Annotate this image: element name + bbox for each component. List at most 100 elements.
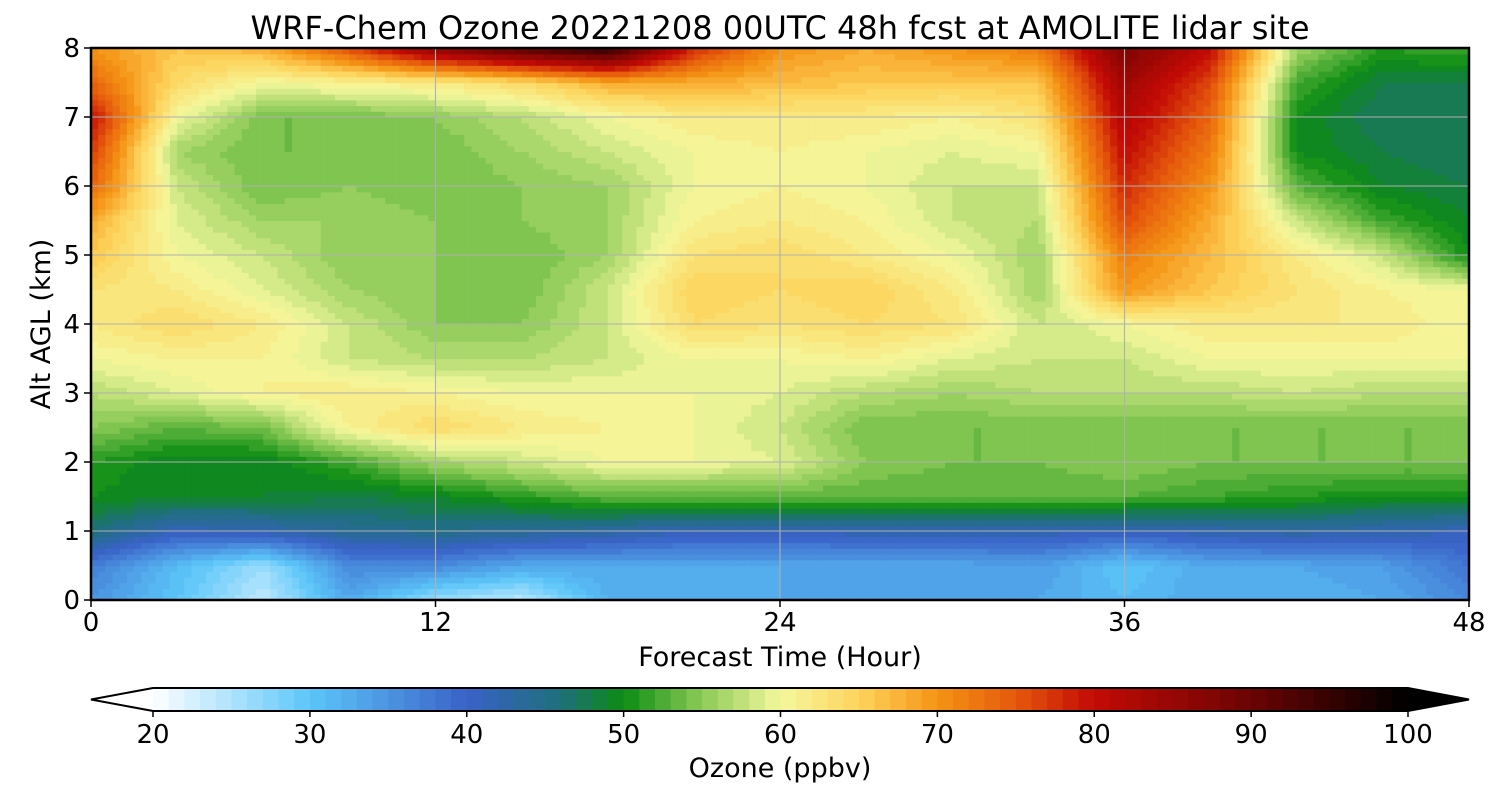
field-cell bbox=[1397, 559, 1406, 567]
field-cell bbox=[794, 450, 803, 457]
field-cell bbox=[614, 565, 623, 572]
field-cell bbox=[1268, 594, 1276, 600]
field-cell bbox=[528, 577, 537, 584]
field-cell bbox=[162, 485, 171, 492]
field-cell bbox=[866, 462, 874, 469]
field-cell bbox=[299, 473, 307, 480]
field-cell bbox=[1074, 525, 1083, 532]
field-cell bbox=[1253, 479, 1262, 486]
field-cell bbox=[320, 456, 329, 463]
field-cell bbox=[256, 467, 264, 475]
field-cell bbox=[866, 513, 874, 521]
field-cell bbox=[1059, 542, 1068, 549]
field-cell bbox=[1074, 456, 1083, 463]
field-cell bbox=[736, 571, 745, 578]
field-cell bbox=[1217, 531, 1226, 538]
field-cell bbox=[751, 554, 760, 561]
field-cell bbox=[1124, 490, 1133, 498]
field-cell bbox=[1024, 450, 1032, 457]
field-cell bbox=[701, 582, 709, 590]
field-cell bbox=[973, 588, 982, 595]
field-cell bbox=[657, 542, 666, 549]
field-cell bbox=[342, 467, 350, 475]
field-cell bbox=[751, 582, 760, 590]
field-cell bbox=[930, 565, 939, 572]
field-cell bbox=[399, 496, 408, 503]
field-cell bbox=[614, 473, 623, 480]
field-cell bbox=[1059, 548, 1068, 555]
field-cell bbox=[263, 467, 272, 475]
field-cell bbox=[808, 548, 817, 555]
field-cell bbox=[988, 519, 996, 526]
field-cell bbox=[1325, 490, 1334, 498]
field-cell bbox=[119, 536, 128, 544]
field-cell bbox=[492, 571, 501, 578]
field-cell bbox=[1160, 554, 1169, 561]
field-cell bbox=[1117, 548, 1126, 555]
field-cell bbox=[887, 565, 896, 572]
field-cell bbox=[973, 542, 982, 549]
field-cell bbox=[169, 496, 178, 503]
field-cell bbox=[1296, 496, 1305, 503]
field-cell bbox=[1038, 490, 1047, 498]
field-cell bbox=[1124, 577, 1133, 584]
field-cell bbox=[1095, 462, 1104, 469]
field-cell bbox=[973, 559, 982, 567]
field-cell bbox=[708, 531, 717, 538]
field-cell bbox=[370, 450, 379, 457]
field-cell bbox=[1074, 542, 1083, 549]
field-cell bbox=[500, 496, 508, 503]
field-cell bbox=[1110, 588, 1118, 595]
field-cell bbox=[995, 531, 1004, 538]
field-cell bbox=[1382, 536, 1391, 544]
field-cell bbox=[1181, 485, 1190, 492]
field-cell bbox=[1117, 490, 1126, 498]
field-cell bbox=[363, 519, 372, 526]
field-cell bbox=[428, 467, 437, 475]
field-cell bbox=[1311, 485, 1319, 492]
field-cell bbox=[277, 513, 286, 521]
field-cell bbox=[880, 588, 889, 595]
field-cell bbox=[880, 450, 889, 457]
field-cell bbox=[1390, 519, 1398, 526]
field-cell bbox=[543, 554, 551, 561]
field-cell bbox=[622, 548, 630, 555]
field-cell bbox=[342, 513, 350, 521]
field-cell bbox=[930, 531, 939, 538]
field-cell bbox=[184, 479, 193, 486]
field-cell bbox=[399, 508, 408, 515]
field-cell bbox=[1433, 531, 1441, 538]
field-cell bbox=[421, 467, 429, 475]
field-cell bbox=[650, 496, 659, 503]
field-cell bbox=[844, 525, 853, 532]
field-cell bbox=[701, 531, 709, 538]
field-cell bbox=[1418, 588, 1427, 595]
field-cell bbox=[378, 577, 386, 584]
field-cell bbox=[1016, 588, 1025, 595]
field-cell bbox=[335, 582, 343, 590]
field-cell bbox=[327, 554, 336, 561]
field-cell bbox=[162, 542, 171, 549]
field-cell bbox=[1031, 462, 1039, 469]
field-cell bbox=[248, 467, 257, 475]
field-cell bbox=[134, 496, 142, 503]
field-cell bbox=[823, 450, 831, 457]
field-cell bbox=[765, 502, 774, 509]
field-cell bbox=[945, 519, 953, 526]
field-cell bbox=[1239, 450, 1248, 457]
field-cell bbox=[1117, 536, 1126, 544]
field-cell bbox=[1332, 479, 1341, 486]
field-cell bbox=[945, 467, 953, 475]
field-cell bbox=[126, 450, 135, 457]
field-cell bbox=[650, 462, 659, 469]
field-cell bbox=[234, 513, 243, 521]
field-cell bbox=[1224, 473, 1233, 480]
field-cell bbox=[564, 485, 573, 492]
field-cell bbox=[550, 485, 559, 492]
field-cell bbox=[169, 508, 178, 515]
field-cell bbox=[1124, 525, 1133, 532]
field-cell bbox=[1081, 508, 1090, 515]
field-cell bbox=[378, 456, 386, 463]
field-cell bbox=[399, 462, 408, 469]
field-cell bbox=[1268, 531, 1276, 538]
